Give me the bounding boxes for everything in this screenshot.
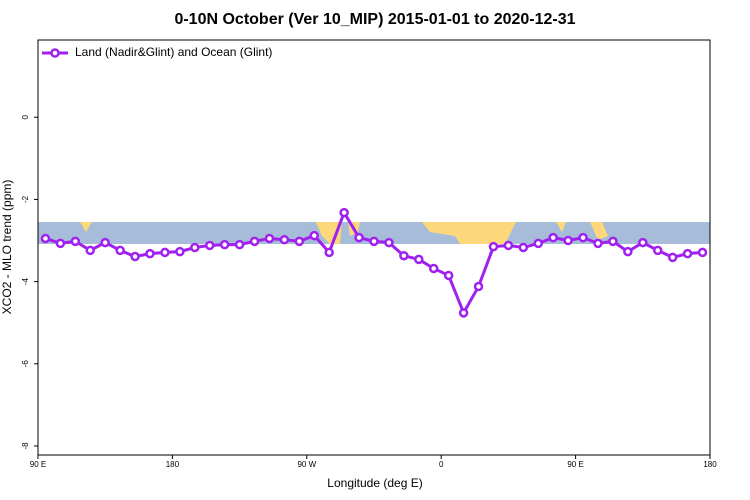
y-tick-label: -4 (21, 278, 30, 286)
point (503, 240, 514, 251)
y-tick-label: -8 (21, 442, 30, 450)
point (40, 233, 51, 244)
map-strip (38, 222, 710, 244)
point (488, 241, 499, 252)
point (70, 236, 81, 247)
point (667, 252, 678, 263)
chart-title: 0-10N October (Ver 10_MIP) 2015-01-01 to… (174, 11, 575, 28)
y-axis-label: XCO2 - MLO trend (ppm) (0, 180, 14, 315)
point (518, 242, 529, 253)
x-tick-label: 180 (703, 460, 717, 469)
point (190, 242, 200, 253)
point (369, 236, 379, 247)
x-tick-label: 90 E (567, 460, 583, 469)
point (279, 234, 290, 245)
point (354, 232, 364, 243)
point (548, 232, 558, 243)
point (414, 254, 424, 265)
point (130, 251, 140, 262)
point (578, 232, 588, 243)
point (204, 240, 215, 251)
y-tick-label: -6 (21, 360, 30, 368)
legend-marker (50, 48, 60, 58)
plot-frame (37, 39, 711, 456)
point (85, 245, 96, 256)
point (175, 246, 185, 257)
point (309, 230, 320, 241)
x-tick-label: 90 W (297, 460, 316, 469)
point (399, 250, 409, 261)
point (384, 237, 394, 248)
point (145, 248, 155, 259)
y-tick-label: 0 (21, 114, 30, 119)
point (533, 238, 544, 249)
point (652, 245, 663, 256)
point (563, 235, 573, 246)
point (443, 270, 454, 281)
point (234, 239, 245, 250)
point (339, 207, 349, 218)
point (324, 247, 334, 258)
point (608, 236, 618, 247)
point (160, 247, 170, 258)
x-axis-label: Longitude (deg E) (327, 476, 422, 490)
point (638, 237, 648, 248)
point (249, 236, 260, 247)
point (55, 238, 66, 249)
point (219, 239, 230, 250)
point (458, 308, 469, 318)
x-tick-label: 180 (166, 460, 180, 469)
point (697, 247, 708, 258)
point (428, 263, 439, 274)
x-tick-label: 90 E (30, 460, 46, 469)
point (473, 281, 484, 292)
point (294, 236, 305, 247)
y-tick-label: -2 (21, 195, 30, 203)
point (264, 233, 275, 244)
point (593, 238, 603, 249)
point (100, 237, 110, 248)
point (623, 246, 633, 257)
point (115, 245, 125, 256)
legend-label: Land (Nadir&Glint) and Ocean (Glint) (75, 45, 272, 59)
point (682, 248, 693, 259)
x-tick-label: 0 (439, 460, 444, 469)
